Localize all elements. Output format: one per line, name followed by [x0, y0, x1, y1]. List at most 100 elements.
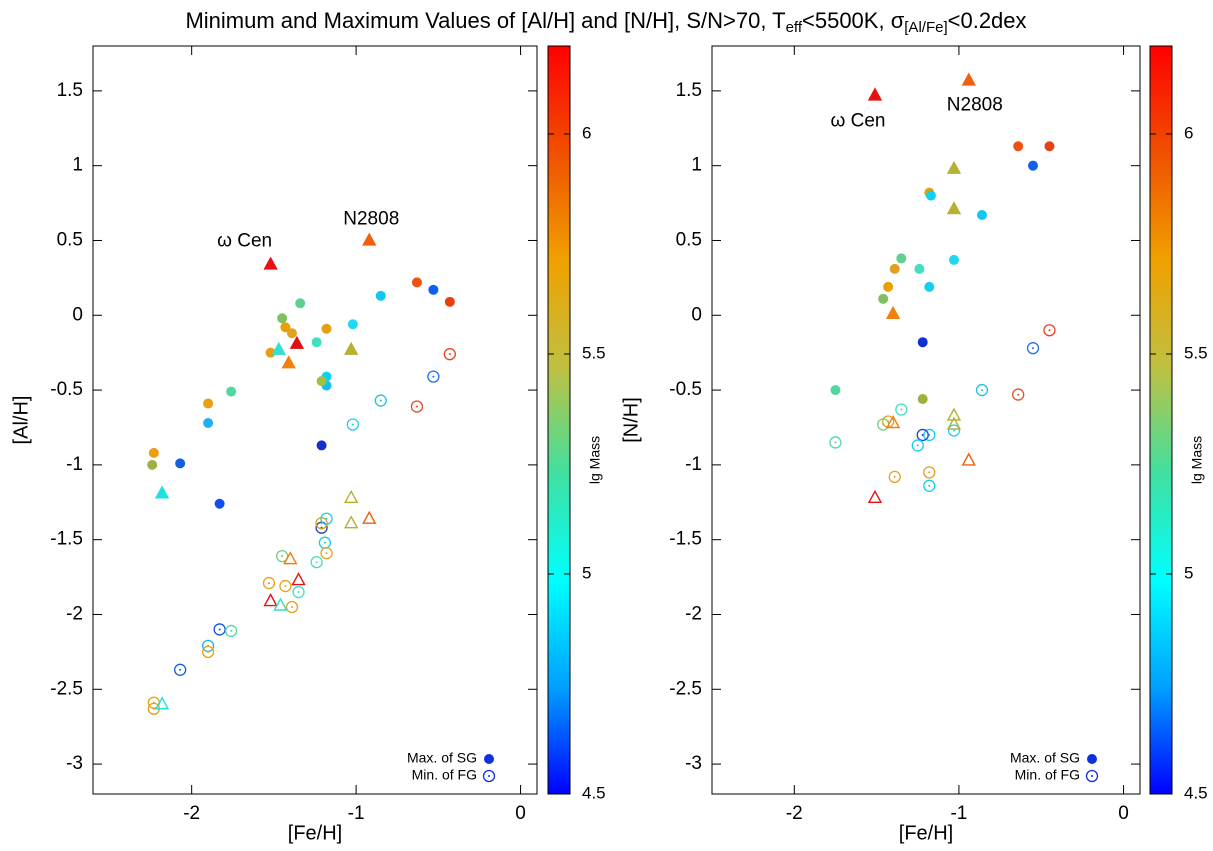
marker-dot: [916, 444, 919, 447]
circle-marker: [976, 210, 987, 221]
circle-marker: [883, 281, 894, 292]
open-circle-marker: [427, 370, 440, 383]
y-axis-label: [N/H]: [620, 397, 642, 443]
marker-ring: [224, 624, 238, 638]
open-circle-marker: [895, 403, 908, 416]
marker-dot: [952, 429, 955, 432]
title-part: <0.2dex: [948, 8, 1027, 33]
triangle-marker: [946, 160, 962, 174]
marker-ring: [174, 663, 187, 676]
y-tick-label: 1: [691, 155, 702, 176]
circle-marker: [321, 323, 332, 334]
circle-marker: [280, 322, 291, 333]
y-axis-label: [Al/H]: [10, 396, 32, 445]
triangle-marker: [271, 341, 287, 355]
y-tick-label: 0.5: [57, 229, 83, 250]
circle-marker: [277, 313, 288, 324]
colorbar: [1149, 45, 1173, 795]
title-part: Minimum and Maximum Values of [Al/H] and…: [185, 8, 785, 33]
circle-marker: [830, 385, 841, 396]
marker-dot: [290, 606, 293, 608]
marker-dot: [900, 408, 903, 411]
marker-ring: [315, 517, 328, 530]
circle-marker: [203, 398, 214, 409]
marker-ring: [275, 549, 289, 563]
circle-marker: [1044, 141, 1055, 152]
triangle-marker: [154, 485, 170, 499]
colorbar-tick-label: 5.5: [582, 343, 606, 362]
legend-marker: [1085, 769, 1099, 783]
marker-ring: [292, 585, 305, 599]
open-circle-marker: [1012, 388, 1025, 401]
marker-dot: [980, 389, 983, 392]
title-subscript: [Al/Fe]: [904, 19, 947, 36]
circle-marker: [1028, 160, 1038, 171]
x-axis-label: [Fe/H]: [899, 822, 953, 844]
colorbar-tick-label: 5.5: [1184, 343, 1208, 362]
colorbar-label: lg Mass: [587, 436, 603, 484]
y-tick-label: -2.5: [50, 678, 83, 699]
open-circle-marker: [213, 623, 226, 636]
open-circle-marker: [275, 549, 289, 563]
circle-marker: [948, 254, 959, 265]
marker-dot: [179, 668, 182, 671]
triangle-marker: [946, 201, 962, 215]
open-triangle-marker: [343, 489, 359, 503]
open-circle-marker: [201, 645, 215, 659]
x-axis-label: [Fe/H]: [288, 822, 342, 844]
open-circle-marker: [923, 479, 936, 492]
y-tick-label: 0.5: [676, 229, 702, 250]
open-circle-marker: [320, 546, 333, 560]
marker-ring: [285, 600, 299, 614]
circle-marker: [265, 347, 276, 358]
colorbar: [547, 45, 571, 795]
open-circle-marker: [916, 428, 929, 442]
marker-ring: [1026, 342, 1040, 355]
circle-marker: [203, 417, 214, 428]
marker-ring: [947, 424, 961, 437]
x-tick-label: 0: [1118, 803, 1129, 824]
annotation: ω Cen: [830, 110, 885, 131]
plot-panel: -3 -2.5 -2 -1.5 -1 -0.5 0 0.5 1 1.5 -2 -1 0 [Fe/H] [Al…: [10, 45, 606, 844]
legend-marker-dot: [488, 775, 490, 777]
legend-marker: [484, 754, 494, 764]
marker-dot: [267, 582, 270, 585]
marker-ring: [320, 546, 333, 560]
x-tick-label: 0: [515, 803, 526, 824]
open-circle-marker: [315, 517, 328, 530]
title-subscript: eff: [786, 19, 803, 36]
circle-marker: [917, 337, 928, 348]
colorbar-tick-label: 5: [582, 563, 591, 582]
marker-ring: [829, 436, 842, 449]
marker-dot: [325, 552, 328, 555]
marker-dot: [379, 399, 382, 402]
marker-ring: [888, 470, 901, 483]
marker-dot: [928, 471, 931, 474]
marker-ring: [279, 579, 292, 593]
legend-marker: [482, 769, 496, 783]
marker-ring: [262, 576, 276, 590]
plot-frame: [711, 45, 1141, 795]
circle-marker: [148, 447, 159, 458]
marker-dot: [297, 591, 300, 594]
circle-marker: [316, 440, 327, 451]
triangle-marker: [885, 305, 901, 319]
circle-marker: [411, 277, 422, 288]
y-tick-label: -1.5: [50, 529, 83, 550]
marker-dot: [284, 585, 287, 588]
circle-marker: [1013, 141, 1024, 152]
marker-dot: [323, 541, 326, 544]
legend-label: Max. of SG: [407, 750, 477, 766]
circle-marker: [924, 281, 935, 292]
open-triangle-marker: [291, 572, 306, 586]
y-tick-label: -2: [66, 603, 83, 624]
y-tick-label: 1.5: [676, 80, 702, 101]
marker-ring: [975, 383, 989, 397]
marker-dot: [415, 405, 418, 408]
triangle-marker: [343, 341, 359, 355]
open-circle-marker: [262, 576, 276, 590]
circle-marker: [347, 319, 358, 330]
open-circle-marker: [1043, 324, 1056, 337]
open-triangle-marker: [867, 489, 883, 503]
